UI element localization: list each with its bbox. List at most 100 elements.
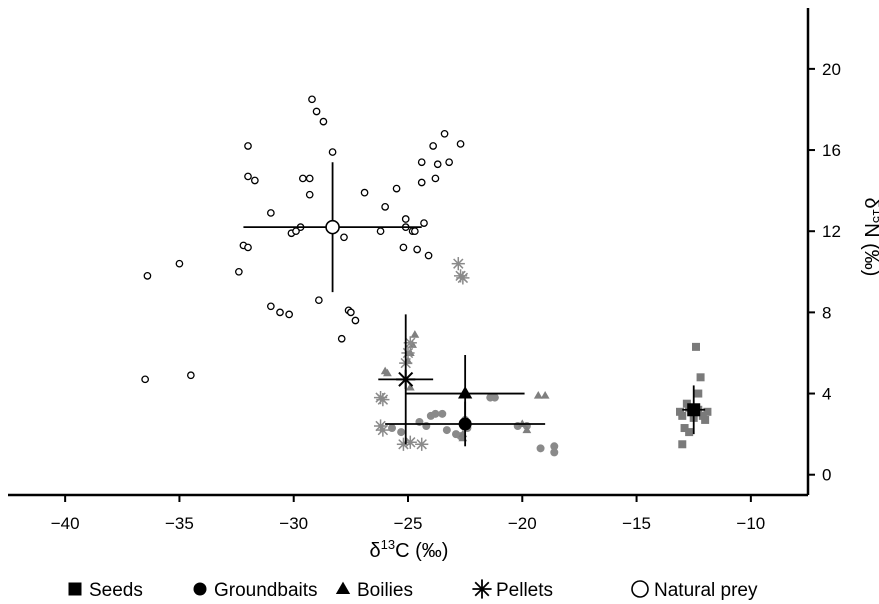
- seeds-point: [678, 440, 687, 449]
- natural-prey-point: [251, 176, 259, 185]
- natural-prey-point-shape: [244, 142, 252, 150]
- x-tick-label: −20: [508, 514, 537, 533]
- seeds-point: [680, 424, 689, 433]
- boilies-point: [540, 391, 550, 399]
- legend-label-natural-prey: Natural prey: [654, 580, 758, 601]
- natural-prey-point-shape: [328, 148, 337, 156]
- x-tick-label: −15: [622, 514, 651, 533]
- seeds-point: [678, 411, 687, 420]
- groundbaits-point: [442, 426, 451, 435]
- natural-prey-point-shape: [456, 140, 465, 148]
- natural-prey-point: [319, 117, 328, 126]
- legend-marker-seeds-shape: [68, 582, 82, 596]
- groundbaits-point-shape: [550, 442, 559, 451]
- natural-prey-point-shape: [308, 95, 316, 104]
- natural-prey-point-shape: [267, 209, 275, 217]
- seeds-point-shape: [694, 389, 703, 398]
- seeds-point: [698, 411, 707, 420]
- natural-prey-point: [305, 190, 314, 199]
- y-tick-label: 12: [822, 222, 841, 241]
- natural-prey-point-shape: [319, 117, 328, 126]
- natural-prey-point: [381, 203, 389, 211]
- natural-prey-point-shape: [417, 158, 426, 167]
- legend-marker-groundbaits-shape: [193, 582, 207, 596]
- groundbaits-point: [397, 428, 406, 437]
- natural-prey-point-shape: [251, 176, 259, 185]
- x-tick-label: −10: [736, 514, 765, 533]
- natural-prey-point: [351, 316, 360, 325]
- seeds-point: [676, 407, 684, 416]
- pellets-point: [451, 257, 465, 271]
- natural-prey-point-shape: [235, 267, 243, 276]
- natural-prey-point: [399, 243, 408, 252]
- boilies-point-shape: [410, 330, 420, 338]
- natural-prey-point-shape: [143, 271, 152, 280]
- seeds-point-shape: [698, 411, 707, 420]
- natural-prey-point: [267, 209, 275, 217]
- natural-prey-point: [292, 227, 300, 236]
- natural-prey-point-shape: [417, 178, 426, 187]
- groundbaits-point: [550, 448, 559, 457]
- natural-prey-point: [308, 95, 316, 104]
- y-tick-label: 4: [822, 385, 831, 404]
- natural-prey-point-shape: [376, 227, 385, 236]
- natural-prey-point: [417, 158, 426, 167]
- groundbaits-point-shape: [536, 444, 545, 453]
- seeds-point-shape: [678, 411, 687, 420]
- natural-prey-point-shape: [141, 375, 149, 384]
- pellets-point: [396, 437, 411, 451]
- legend-marker-groundbaits: [193, 582, 207, 596]
- natural-prey-point: [328, 148, 337, 156]
- natural-prey-point-shape: [351, 316, 360, 325]
- boilies-mean-marker: [457, 386, 473, 399]
- natural-prey-point: [445, 158, 453, 167]
- x-axis-title: δ13C (‰): [370, 537, 449, 562]
- x-tick-label: −30: [279, 514, 308, 533]
- axes: −40 −35 −30 −25 −20 −15 −10 0 4 8 12 16 20: [8, 8, 841, 533]
- seeds-point-shape: [678, 440, 687, 449]
- seeds-point: [703, 407, 712, 416]
- natural-prey-point-shape: [381, 203, 389, 211]
- natural-prey-point-shape: [315, 296, 323, 305]
- natural-prey-point: [312, 107, 321, 116]
- groundbaits-point: [536, 444, 545, 453]
- natural-prey-point: [392, 184, 401, 193]
- natural-prey-point-shape: [347, 308, 355, 317]
- groundbaits-point-shape: [397, 428, 406, 437]
- seeds-point: [692, 342, 700, 351]
- legend-marker-natural-prey-shape: [631, 580, 649, 598]
- natural-prey-point-shape: [401, 215, 410, 223]
- boilies-point-shape: [405, 382, 415, 391]
- seeds-point-shape: [680, 424, 689, 433]
- natural-prey-point-shape: [276, 308, 284, 317]
- legend-marker-boilies-shape: [335, 581, 351, 594]
- legend-label-groundbaits: Groundbaits: [214, 580, 318, 601]
- legend-label-seeds: Seeds: [89, 580, 143, 601]
- natural-prey-mean-marker-shape: [325, 219, 340, 235]
- natural-prey-point: [244, 172, 252, 181]
- natural-prey-point: [440, 129, 449, 138]
- pellets-point-stroke: [416, 439, 427, 450]
- natural-prey-point-shape: [292, 227, 300, 236]
- natural-prey-point-shape: [305, 174, 314, 183]
- legend: Seeds Groundbaits Boilies Pellets Natural pr…: [68, 579, 758, 601]
- pellets-mean-marker: [396, 369, 416, 389]
- natural-prey-point-shape: [424, 251, 433, 260]
- groundbaits-point-shape: [442, 426, 451, 435]
- boilies-point: [533, 391, 543, 399]
- seeds-point-shape: [682, 399, 691, 408]
- natural-prey-point: [244, 243, 252, 252]
- groundbaits-point: [438, 409, 447, 418]
- seeds-point-shape: [701, 415, 710, 424]
- groundbaits-point: [550, 442, 559, 451]
- boilies-point: [405, 382, 415, 391]
- groundbaits-point-shape: [550, 448, 559, 457]
- natural-prey-point: [285, 310, 293, 319]
- boilies-point: [410, 330, 420, 338]
- boilies-point-shape: [522, 425, 532, 434]
- seeds-point-shape: [685, 428, 694, 437]
- seeds-point: [701, 415, 710, 424]
- boilies-point-shape: [533, 391, 543, 399]
- natural-prey-point-shape: [305, 190, 314, 199]
